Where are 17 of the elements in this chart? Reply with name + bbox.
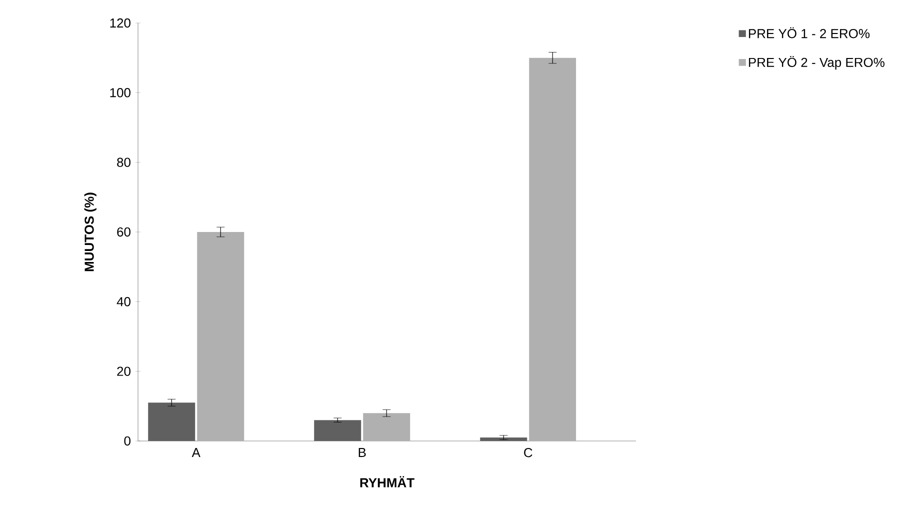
y-tick-label: 20 — [117, 366, 130, 376]
x-tick-label: B — [358, 448, 366, 457]
legend-label: PRE YÖ 2 - Vap ERO% — [748, 56, 884, 70]
bar — [529, 58, 576, 441]
y-tick-label: 60 — [117, 227, 130, 237]
legend-label: PRE YÖ 1 - 2 ERO% — [748, 27, 870, 38]
bar — [363, 413, 410, 441]
y-tick-label: 80 — [117, 158, 130, 167]
y-axis-title: MUUTOS (%) — [84, 192, 96, 272]
y-tick-label: 0 — [124, 436, 130, 446]
y-tick-label: 100 — [110, 88, 130, 98]
x-tick-label: A — [192, 448, 200, 457]
x-tick-label: C — [524, 448, 532, 458]
y-tick-label: 40 — [116, 297, 130, 306]
x-axis-title: RYHMÄT — [360, 476, 414, 488]
bar — [197, 232, 244, 441]
y-tick-label: 120 — [110, 18, 130, 28]
